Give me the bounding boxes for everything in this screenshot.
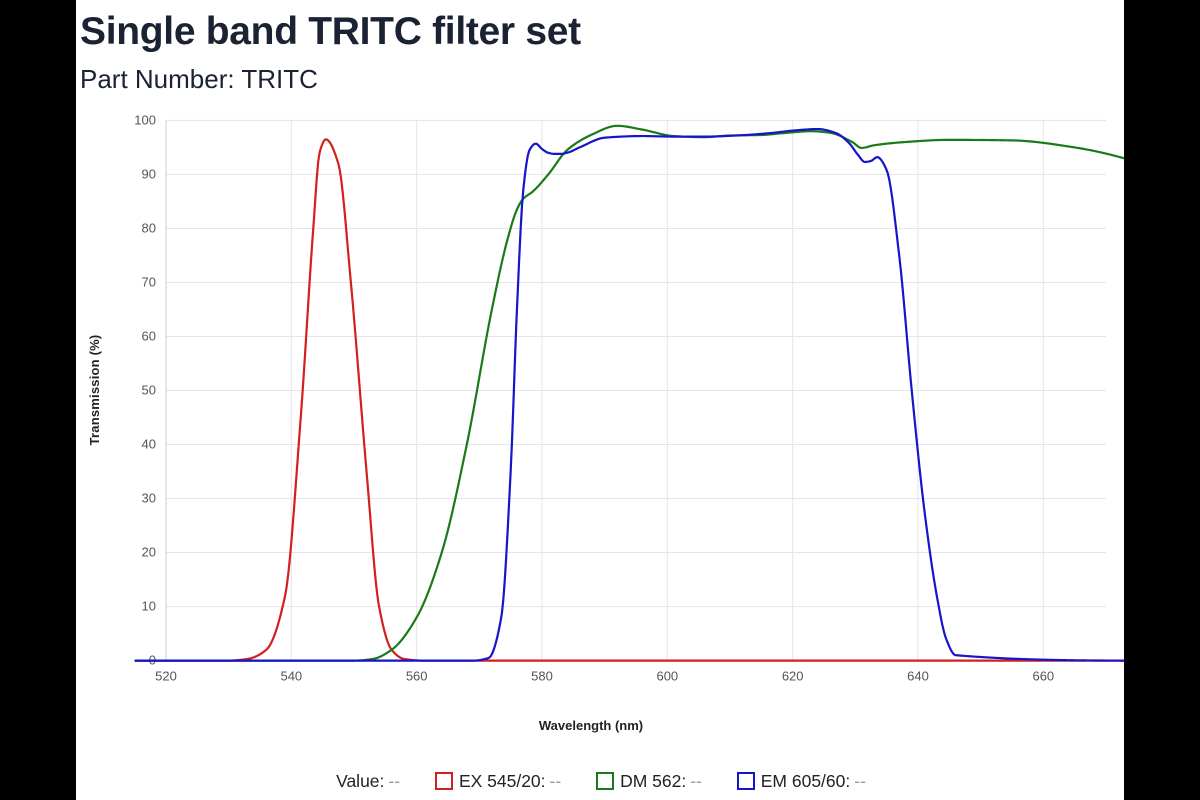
svg-text:520: 520 xyxy=(155,669,177,684)
svg-text:600: 600 xyxy=(656,669,678,684)
svg-text:50: 50 xyxy=(142,383,156,398)
svg-text:90: 90 xyxy=(142,166,156,181)
svg-text:620: 620 xyxy=(782,669,804,684)
svg-text:40: 40 xyxy=(142,437,156,452)
svg-text:640: 640 xyxy=(907,669,929,684)
svg-text:100: 100 xyxy=(134,112,156,127)
svg-text:80: 80 xyxy=(142,220,156,235)
svg-text:10: 10 xyxy=(142,599,156,614)
svg-text:20: 20 xyxy=(142,545,156,560)
svg-text:70: 70 xyxy=(142,274,156,289)
svg-text:540: 540 xyxy=(280,669,302,684)
svg-text:60: 60 xyxy=(142,328,156,343)
svg-text:560: 560 xyxy=(406,669,428,684)
svg-text:660: 660 xyxy=(1032,669,1054,684)
svg-text:30: 30 xyxy=(142,491,156,506)
svg-text:580: 580 xyxy=(531,669,553,684)
